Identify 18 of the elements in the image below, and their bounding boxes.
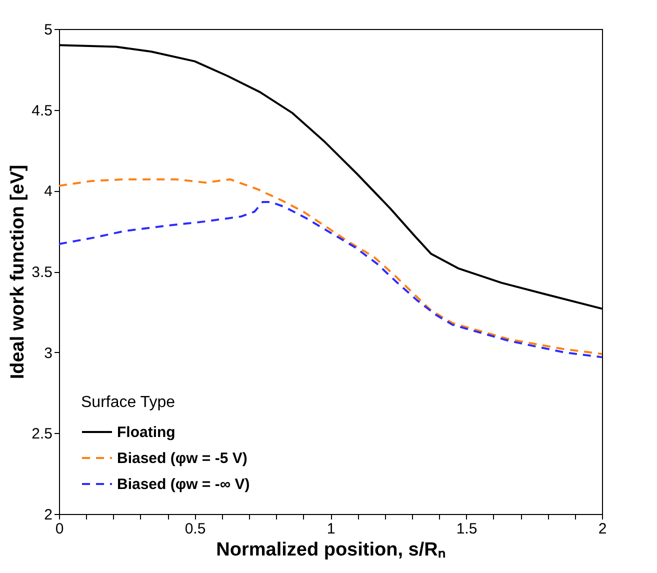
legend-label: Biased (φw = -∞ V) (117, 476, 250, 493)
x-axis-title: Normalized position, s/Rₙ (216, 540, 446, 560)
legend-title: Surface Type (81, 394, 176, 411)
y-tick-label: 5 (44, 22, 52, 38)
legend-label: Floating (117, 424, 176, 441)
y-tick-label: 2.5 (32, 426, 52, 443)
y-tick-label: 3 (44, 344, 52, 362)
y-tick-label: 4.5 (32, 102, 52, 120)
y-axis-title: Ideal work function [eV] (8, 164, 29, 380)
y-tick-label: 4 (44, 183, 52, 200)
y-tick-label: 3.5 (32, 264, 52, 281)
legend-label: Biased (φw = -5 V) (117, 450, 248, 467)
x-tick-label: 0.5 (184, 520, 206, 538)
x-tick-label: 0 (55, 520, 64, 538)
x-tick-label: 2 (598, 520, 607, 538)
y-tick-label: 2 (44, 506, 52, 524)
x-tick-label: 1 (326, 520, 336, 538)
x-tick-label: 1.5 (456, 520, 478, 538)
